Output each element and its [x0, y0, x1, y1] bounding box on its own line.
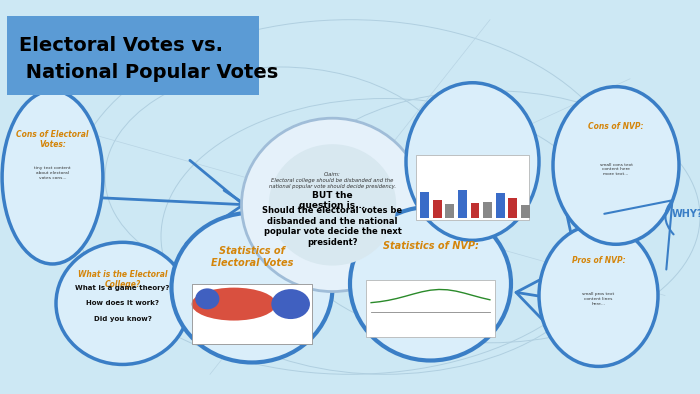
Text: Pros of NVP:: Pros of NVP:: [572, 256, 625, 266]
Ellipse shape: [406, 83, 539, 240]
Text: What is the Electoral
College?: What is the Electoral College?: [78, 270, 167, 289]
Bar: [420, 192, 429, 218]
Text: small pros text
content lines
here...: small pros text content lines here...: [582, 292, 615, 306]
Text: Cons of Electoral
Votes:: Cons of Electoral Votes:: [16, 130, 89, 149]
Text: BUT the
question is...: BUT the question is...: [300, 191, 365, 210]
Bar: [366, 280, 495, 337]
Bar: [192, 284, 312, 344]
Text: Electoral Votes vs.: Electoral Votes vs.: [19, 36, 223, 55]
Text: Statistics of
Electoral Votes: Statistics of Electoral Votes: [211, 247, 293, 268]
Ellipse shape: [172, 213, 332, 362]
FancyBboxPatch shape: [7, 16, 259, 95]
Bar: [483, 202, 492, 218]
Ellipse shape: [350, 207, 511, 361]
Text: small cons text
content here
more text...: small cons text content here more text..…: [599, 163, 633, 176]
Ellipse shape: [195, 288, 219, 309]
Ellipse shape: [553, 87, 679, 244]
Text: Cons of NVP:: Cons of NVP:: [588, 122, 644, 131]
Ellipse shape: [272, 289, 310, 319]
Ellipse shape: [2, 91, 103, 264]
Text: Did you know?: Did you know?: [94, 316, 151, 322]
Bar: [458, 190, 467, 218]
Bar: [192, 284, 312, 344]
Text: What is a game theory?: What is a game theory?: [76, 285, 169, 291]
Text: How does it work?: How does it work?: [86, 300, 159, 307]
Text: Should the electoral votes be
disbanded and the national
popular vote decide the: Should the electoral votes be disbanded …: [262, 206, 402, 247]
Text: WHY?: WHY?: [672, 209, 700, 219]
Bar: [445, 204, 454, 218]
Ellipse shape: [56, 242, 189, 364]
Ellipse shape: [539, 225, 658, 366]
Bar: [433, 200, 442, 218]
Text: tiny text content
about electoral
votes cons...: tiny text content about electoral votes …: [34, 166, 71, 180]
Bar: [496, 193, 505, 218]
Bar: [416, 155, 529, 220]
Bar: [508, 198, 517, 218]
Bar: [470, 203, 480, 218]
Text: Statistics of NVP:: Statistics of NVP:: [383, 242, 478, 251]
Bar: [521, 205, 530, 218]
Text: Claim:
Electoral college should be disbanded and the
national popular vote shoul: Claim: Electoral college should be disba…: [269, 172, 396, 189]
Ellipse shape: [192, 288, 276, 321]
Ellipse shape: [269, 144, 396, 266]
Ellipse shape: [241, 118, 424, 292]
Text: National Popular Votes: National Popular Votes: [19, 63, 279, 82]
